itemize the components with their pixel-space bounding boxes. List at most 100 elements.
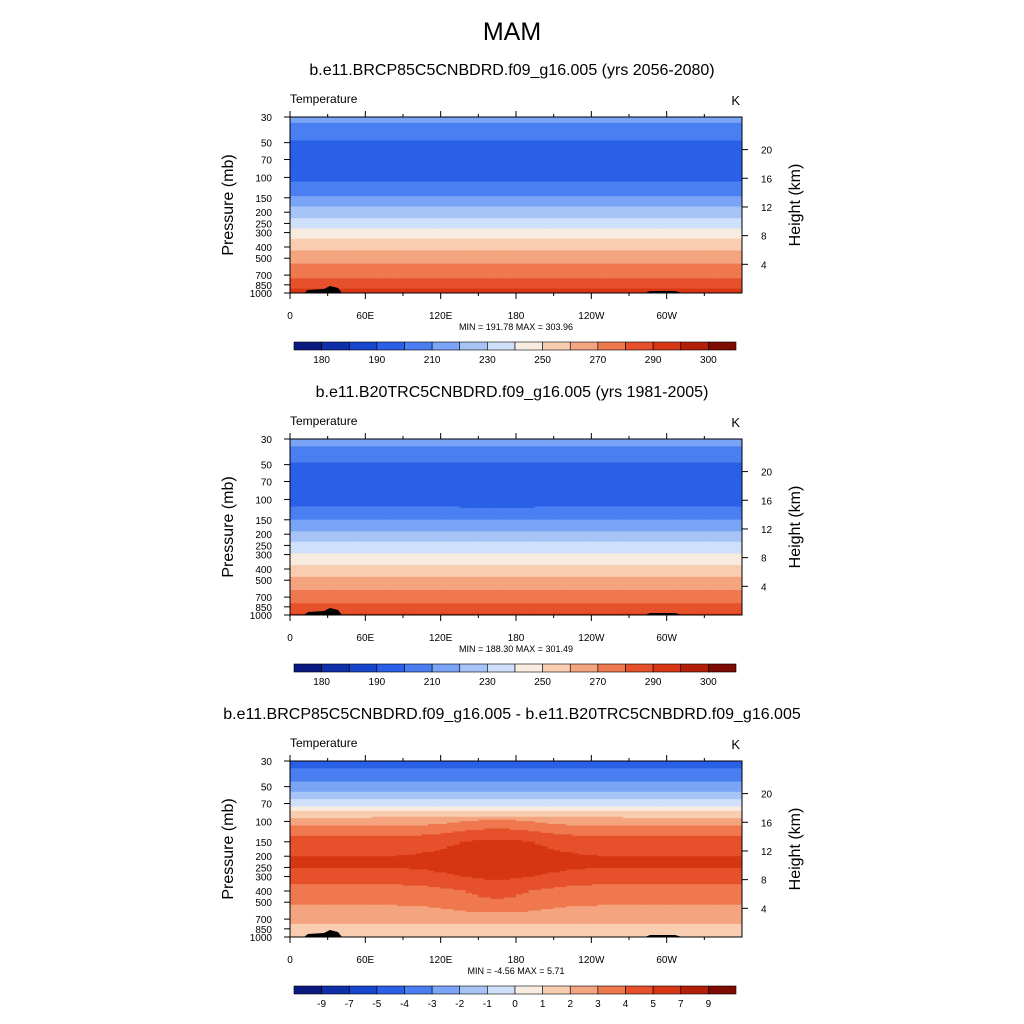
contour-cell: [723, 166, 730, 169]
contour-cell: [365, 144, 373, 147]
contour-cell: [333, 153, 341, 156]
contour-cell: [371, 169, 379, 172]
contour-cell: [641, 159, 649, 162]
contour-cell: [333, 155, 341, 158]
contour-cell: [308, 127, 316, 130]
contour-cell: [729, 158, 737, 161]
contour-cell: [647, 147, 655, 150]
contour-cell: [547, 119, 555, 122]
contour-cell: [629, 128, 636, 131]
contour-cell: [346, 156, 354, 159]
contour-cell: [641, 156, 649, 159]
contour-cell: [440, 144, 448, 147]
contour-cell: [377, 131, 385, 134]
contour-cell: [691, 134, 699, 137]
contour-cell: [566, 169, 573, 172]
contour-cell: [522, 119, 530, 122]
contour-cell: [566, 119, 573, 122]
contour-cell: [516, 163, 523, 166]
contour-cell: [459, 158, 467, 161]
contour-cell: [359, 165, 366, 168]
contour-cell: [710, 147, 718, 150]
contour-cell: [453, 162, 460, 165]
contour-cell: [729, 134, 737, 137]
contour-cell: [698, 158, 705, 161]
contour-cell: [660, 130, 668, 133]
contour-cell: [409, 124, 417, 127]
contour-cell: [660, 141, 668, 144]
contour-cell: [302, 163, 310, 166]
contour-cell: [647, 134, 655, 137]
contour-cell: [622, 136, 630, 139]
contour-cell: [472, 139, 479, 141]
contour-cell: [553, 121, 561, 124]
contour-cell: [359, 161, 366, 163]
contour-cell: [509, 146, 517, 149]
contour-cell: [666, 141, 674, 144]
contour-cell: [403, 171, 410, 174]
contour-cell: [698, 125, 705, 128]
contour-cell: [434, 128, 442, 131]
contour-cell: [465, 127, 473, 130]
contour-cell: [459, 141, 467, 144]
contour-cell: [716, 143, 724, 146]
contour-cell: [371, 127, 379, 130]
contour-cell: [559, 158, 567, 161]
contour-cell: [327, 136, 335, 139]
contour-cell: [384, 131, 391, 134]
contour-cell: [654, 159, 661, 162]
contour-cell: [610, 125, 617, 128]
contour-cell: [616, 156, 624, 159]
contour-cell: [553, 161, 561, 163]
contour-cell: [679, 133, 686, 136]
contour-cell: [710, 134, 718, 137]
contour-cell: [333, 119, 341, 122]
contour-cell: [522, 146, 530, 149]
contour-cell: [415, 134, 423, 137]
contour-cell: [446, 141, 454, 144]
contour-cell: [478, 150, 486, 153]
contour-cell: [723, 121, 730, 124]
contour-cell: [453, 141, 460, 144]
contour-cell: [516, 149, 523, 152]
contour-cell: [553, 168, 561, 171]
contour-cell: [679, 166, 686, 169]
contour-cell: [610, 118, 617, 121]
contour-cell: [403, 150, 410, 153]
contour-cell: [616, 152, 624, 155]
contour-cell: [302, 166, 310, 169]
contour-cell: [629, 121, 636, 124]
contour-cell: [716, 146, 724, 149]
contour-cell: [616, 147, 624, 150]
contour-cell: [346, 165, 354, 168]
contour-cell: [572, 152, 580, 155]
contour-cell: [333, 144, 341, 147]
contour-cell: [359, 143, 366, 146]
contour-cell: [672, 133, 680, 136]
contour-cell: [459, 139, 467, 141]
contour-cell: [578, 136, 586, 139]
contour-cell: [553, 144, 561, 147]
contour-cell: [359, 122, 366, 125]
contour-cell: [597, 139, 605, 141]
contour-cell: [333, 133, 341, 136]
contour-cell: [490, 146, 498, 149]
contour-cell: [321, 168, 329, 171]
contour-cell: [465, 156, 473, 159]
contour-cell: [346, 153, 354, 156]
contour-cell: [654, 143, 661, 146]
contour-cell: [654, 149, 661, 152]
contour-cell: [729, 152, 737, 155]
contour-cell: [453, 155, 460, 158]
contour-cell: [559, 143, 567, 146]
contour-cell: [516, 122, 523, 125]
contour-cell: [290, 150, 297, 153]
contour-cell: [729, 162, 737, 165]
contour-cell: [729, 124, 737, 127]
contour-cell: [509, 161, 517, 163]
contour-cell: [403, 149, 410, 152]
contour-cell: [490, 139, 498, 141]
contour-cell: [472, 171, 479, 174]
contour-cell: [321, 122, 329, 125]
contour-cell: [308, 124, 316, 127]
